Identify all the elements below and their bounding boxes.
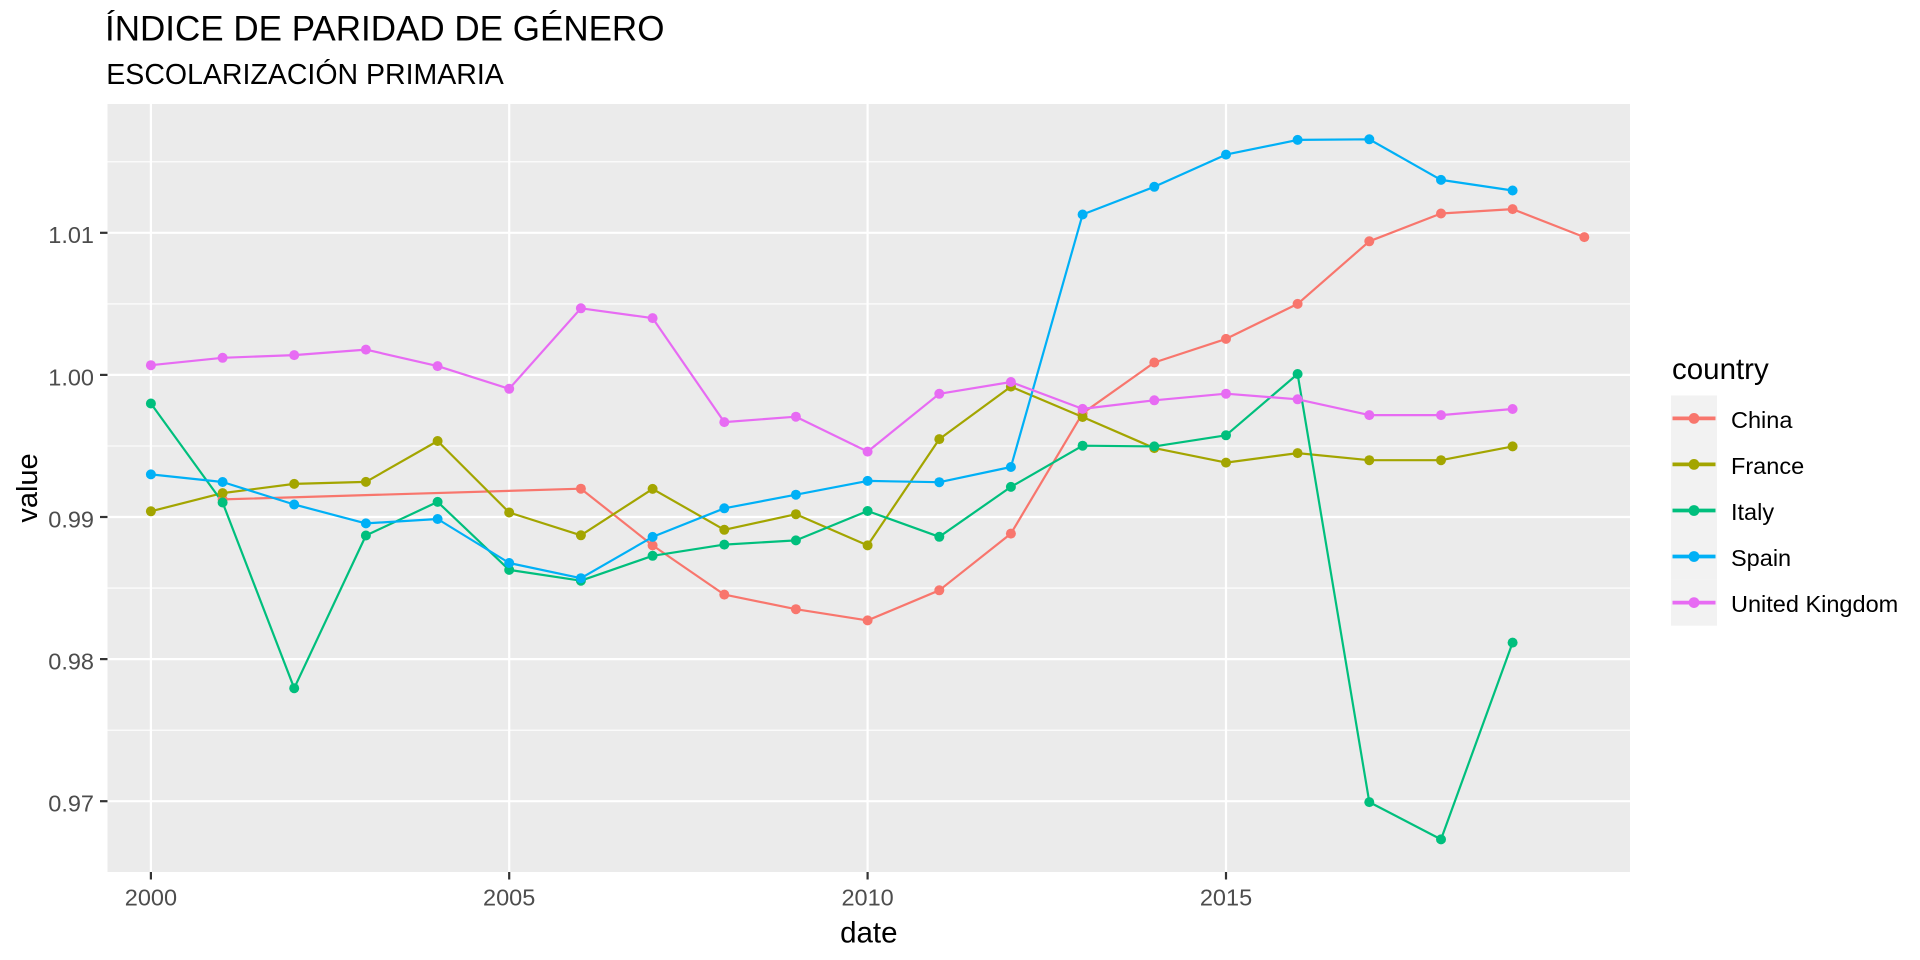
svg-text:Italy: Italy	[1731, 499, 1774, 525]
svg-text:Spain: Spain	[1731, 545, 1791, 571]
svg-text:1.01: 1.01	[48, 222, 94, 248]
svg-text:date: date	[840, 917, 897, 950]
svg-text:2000: 2000	[125, 885, 177, 911]
svg-text:ÍNDICE DE PARIDAD DE GÉNERO: ÍNDICE DE PARIDAD DE GÉNERO	[105, 10, 664, 49]
svg-text:United Kingdom: United Kingdom	[1731, 591, 1898, 617]
svg-text:France: France	[1731, 453, 1804, 479]
svg-text:ESCOLARIZACIÓN PRIMARIA: ESCOLARIZACIÓN PRIMARIA	[106, 59, 503, 91]
svg-text:2005: 2005	[483, 885, 535, 911]
svg-text:2010: 2010	[841, 885, 893, 911]
svg-text:1.00: 1.00	[48, 364, 94, 390]
svg-text:0.98: 0.98	[48, 649, 94, 675]
svg-text:country: country	[1672, 353, 1769, 386]
svg-text:China: China	[1731, 407, 1793, 433]
svg-text:value: value	[12, 453, 44, 522]
svg-text:2015: 2015	[1200, 885, 1252, 911]
svg-text:0.97: 0.97	[48, 791, 94, 817]
svg-text:0.99: 0.99	[48, 506, 94, 532]
